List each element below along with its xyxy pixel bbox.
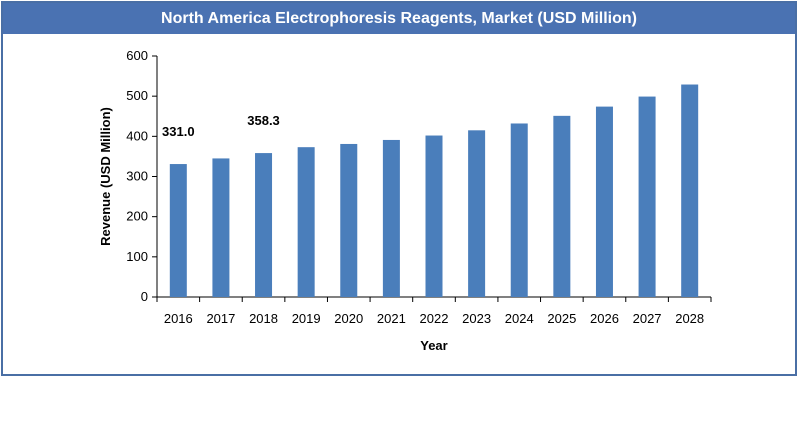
bar [553, 115, 571, 298]
x-tick-label: 2022 [420, 311, 449, 326]
x-tick-label: 2028 [675, 311, 704, 326]
bar [681, 84, 699, 297]
x-tick-label: 2025 [547, 311, 576, 326]
bar [297, 147, 315, 297]
x-axis-title: Year [420, 338, 447, 353]
bar [510, 123, 528, 297]
y-tick-label: 500 [126, 88, 148, 103]
y-tick-label: 400 [126, 128, 148, 143]
y-tick-label: 200 [126, 209, 148, 224]
x-tick-label: 2020 [334, 311, 363, 326]
bar [340, 143, 358, 297]
y-tick-label: 0 [141, 289, 148, 304]
y-tick-label: 600 [126, 48, 148, 63]
bar [595, 106, 613, 297]
y-tick-label: 100 [126, 249, 148, 264]
bar [212, 158, 230, 297]
bar [382, 139, 400, 297]
data-labels: 331.0 358.3 [162, 113, 280, 139]
x-tick-label: 2017 [206, 311, 235, 326]
data-label: 331.0 [162, 124, 195, 139]
bar [255, 153, 273, 297]
chart-title: North America Electrophoresis Reagents, … [3, 3, 795, 34]
x-tick-label: 2016 [164, 311, 193, 326]
chart-frame: North America Electrophoresis Reagents, … [1, 1, 797, 376]
bars [169, 84, 699, 298]
x-axis: 2016 2017 2018 2019 2020 2021 2022 2023 2024 2025… [156, 296, 712, 326]
bar [468, 130, 486, 297]
x-tick-label: 2018 [249, 311, 278, 326]
bar [169, 164, 187, 297]
y-tick-label: 300 [126, 169, 148, 184]
x-tick-label: 2026 [590, 311, 619, 326]
chart-plot: 0 100 200 300 400 500 600 2016 2017 2018 2019 2020… [98, 48, 712, 353]
bar [425, 135, 443, 297]
x-tick-label: 2024 [505, 311, 534, 326]
bar [638, 96, 656, 297]
x-tick-label: 2027 [633, 311, 662, 326]
x-tick-label: 2021 [377, 311, 406, 326]
x-tick-label: 2023 [462, 311, 491, 326]
data-label: 358.3 [247, 113, 280, 128]
y-axis: 0 100 200 300 400 500 600 [126, 48, 158, 304]
y-axis-title: Revenue (USD Million) [98, 107, 113, 246]
x-tick-label: 2019 [292, 311, 321, 326]
